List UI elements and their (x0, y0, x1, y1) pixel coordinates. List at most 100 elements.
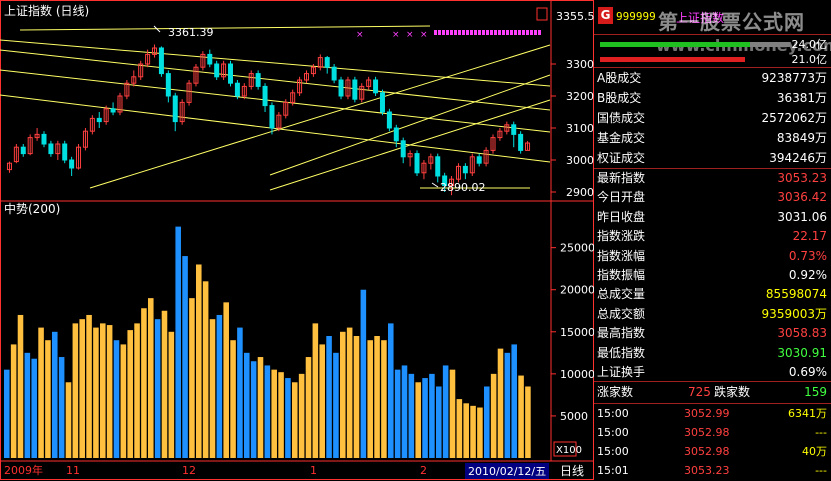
candle-body (13, 146, 19, 163)
volume-bar (86, 314, 92, 458)
candle-body (262, 85, 268, 107)
row-value: 394246万 (769, 151, 827, 165)
row-value: 2572062万 (761, 111, 827, 125)
tick-row: 15:00 3052.98 40万 (594, 442, 831, 462)
channel-line (0, 49, 551, 111)
signal-marker: × (356, 30, 364, 40)
candle-body (352, 79, 358, 100)
volume-bar (518, 375, 524, 458)
low-annotation: 2890.02 (440, 181, 486, 194)
candle-body (414, 153, 420, 174)
candle-body (221, 63, 227, 78)
signal-marker (434, 30, 437, 35)
signal-marker (482, 30, 485, 35)
volume-bar (456, 399, 463, 458)
volume-bar (223, 302, 229, 458)
volume-bar (511, 344, 517, 458)
candle-body (283, 101, 289, 116)
signal-marker (506, 30, 509, 35)
row-value: 3031.06 (777, 209, 827, 224)
volume-bar (422, 378, 428, 458)
row-value: 0.73% (788, 248, 827, 263)
tick-price: 3052.99 (684, 407, 730, 420)
signal-marker (522, 30, 525, 35)
row-value: 3058.83 (777, 326, 827, 341)
tick-row: 15:00 3052.99 6341万 (594, 404, 831, 424)
volume-bar (271, 369, 277, 458)
kline-chart[interactable]: 3300320031003000290025000200001500010000… (0, 0, 594, 480)
row-label: 最新指数 (597, 171, 646, 185)
signal-marker (526, 30, 529, 35)
candle-body (165, 73, 171, 97)
row-value: 0.92% (788, 268, 827, 282)
volume-bar (442, 365, 449, 458)
signal-marker (478, 30, 481, 35)
index-row: 最低指数 3030.91 (594, 343, 831, 364)
volume-bar (175, 226, 181, 458)
price-tick-label: 2900 (566, 186, 594, 199)
volume-bar (408, 373, 415, 458)
signal-marker (442, 30, 445, 35)
tick-volume: 6341万 (788, 407, 827, 420)
volume-bar (312, 323, 319, 458)
volume-bar (477, 407, 483, 458)
timeline-label-year: 2009年 (4, 463, 43, 477)
signal-marker (446, 30, 449, 35)
volume-row: B股成交 36381万 (594, 88, 831, 109)
candle-body (455, 165, 461, 180)
volume-bar (189, 298, 195, 458)
period-button[interactable]: 日线 (560, 464, 584, 478)
row-value: 3030.91 (777, 345, 827, 360)
candle-body (469, 156, 475, 174)
signal-marker (462, 30, 465, 35)
signal-marker (470, 30, 473, 35)
candle-body (158, 47, 164, 75)
signal-marker (510, 30, 513, 35)
candle-body (303, 73, 309, 81)
volume-bar (161, 310, 168, 458)
signal-marker (514, 30, 517, 35)
buy-power-label: 24.0亿 (791, 38, 828, 51)
index-row: 昨日收盘 3031.06 (594, 207, 831, 228)
signal-marker (518, 30, 521, 35)
quote-panel: G 999999 上证指数 第一股票公式网 www.chnmoney.com 2… (594, 0, 831, 480)
volume-bar (278, 372, 284, 458)
volume-row: 权证成交 394246万 (594, 148, 831, 169)
row-value: 9238773万 (761, 71, 827, 85)
index-row: 上证换手 0.69% (594, 362, 831, 383)
volume-bar (250, 361, 257, 458)
signal-marker (438, 30, 441, 35)
candle-body (435, 156, 441, 177)
candle-body (179, 101, 185, 123)
signal-marker (474, 30, 477, 35)
candle-body (172, 95, 178, 123)
row-value: 36381万 (776, 91, 827, 105)
buy-power-bar (600, 42, 750, 47)
volume-bar (381, 340, 387, 458)
volume-bar (340, 331, 346, 458)
volume-bar (346, 327, 353, 458)
candle-body (228, 63, 234, 84)
tick-price: 3053.23 (684, 464, 730, 477)
volume-bar (24, 352, 31, 458)
candle-body (324, 57, 330, 68)
volume-bar (436, 386, 442, 458)
candle-body (276, 114, 282, 129)
price-tick-label: 3200 (566, 90, 594, 103)
row-value: 9359003万 (761, 306, 827, 321)
candlesticks (6, 44, 531, 196)
stock-name: 上证指数 (676, 11, 725, 25)
channel-line (89, 44, 551, 189)
volume-bar (52, 331, 58, 458)
candle-body (373, 79, 379, 94)
signal-marker (458, 30, 461, 35)
zoom-box-icon[interactable] (536, 7, 548, 21)
timeline-label-jan: 1 (310, 464, 317, 477)
candle-body (428, 156, 434, 164)
scale-box[interactable] (553, 441, 577, 457)
volume-bar (305, 357, 312, 458)
candle-body (504, 124, 510, 132)
signal-marker: × (420, 30, 428, 40)
channel-line (269, 99, 551, 191)
volume-bar (326, 336, 332, 458)
